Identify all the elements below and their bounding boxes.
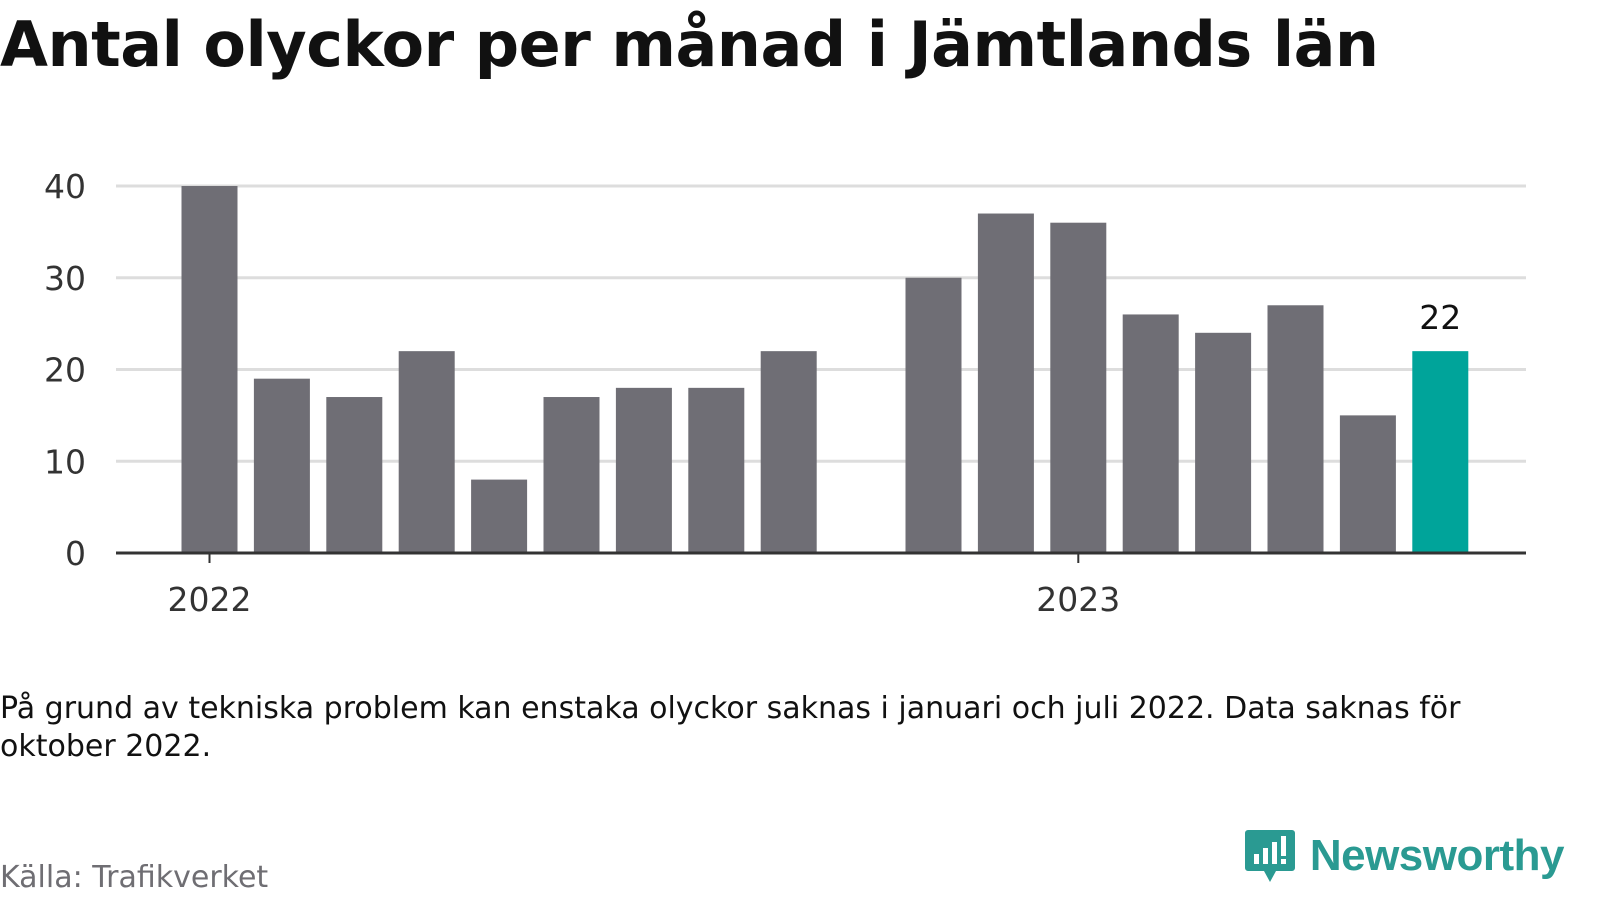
y-axis-ticks: 0 10 20 30 40	[44, 167, 86, 573]
bar	[181, 186, 238, 553]
bar	[615, 387, 672, 553]
chart-note: På grund av tekniska problem kan enstaka…	[0, 691, 1461, 764]
bar	[1122, 314, 1179, 553]
y-tick-label: 30	[44, 259, 86, 298]
bar	[398, 351, 455, 553]
bar	[1050, 222, 1107, 553]
y-tick-label: 20	[44, 351, 86, 390]
bar	[1339, 415, 1396, 553]
y-tick-label: 40	[44, 167, 86, 206]
x-tick-label: 2023	[1036, 580, 1120, 619]
bar	[688, 387, 745, 553]
y-tick-label: 10	[44, 442, 86, 481]
bar	[760, 351, 817, 553]
page-title: Antal olyckor per månad i Jämtlands län	[0, 8, 1379, 81]
source-label: Källa: Trafikverket	[0, 860, 269, 895]
x-axis-ticks: 2022 2023	[168, 553, 1120, 619]
value-labels: 22	[1419, 298, 1461, 337]
bar	[905, 277, 962, 553]
bar-chart: 0 10 20 30 40 22 2022 2023	[44, 167, 1526, 619]
bar	[1267, 305, 1324, 553]
y-tick-label: 0	[65, 534, 86, 573]
bar	[253, 378, 310, 553]
x-tick-label: 2022	[168, 580, 252, 619]
brand-logo[interactable]: Newsworthy	[1244, 828, 1565, 884]
bar	[471, 479, 528, 553]
bar-highlight	[1412, 351, 1469, 553]
bars	[181, 186, 1469, 553]
bar	[977, 213, 1034, 553]
brand-name: Newsworthy	[1309, 831, 1565, 880]
value-label: 22	[1419, 298, 1461, 337]
bar	[326, 397, 383, 553]
newsworthy-logo-icon	[1244, 830, 1295, 882]
bar	[1195, 332, 1252, 553]
bar	[543, 397, 600, 553]
